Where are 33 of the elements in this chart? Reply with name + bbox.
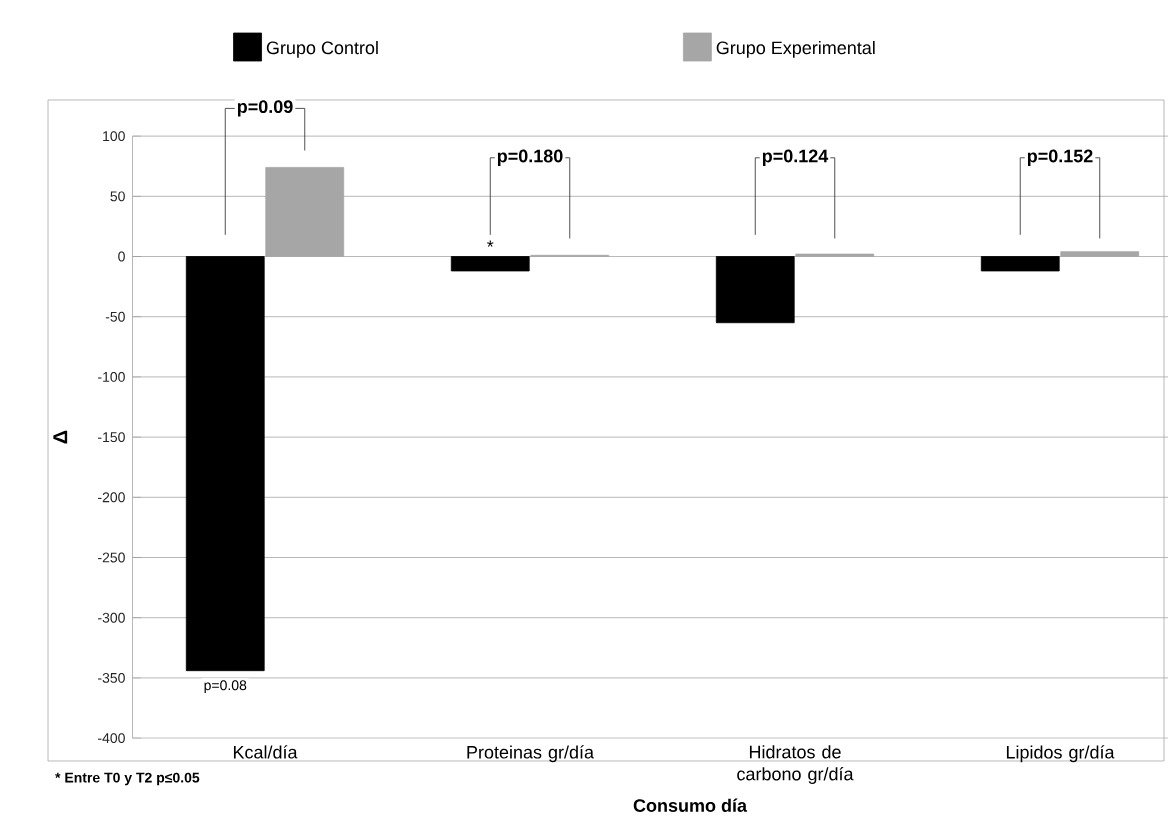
y-tick-label: -250 [98, 552, 125, 563]
annotation: p=0.08 [204, 680, 247, 693]
y-tick-label: -50 [105, 311, 125, 322]
bar [265, 167, 345, 257]
legend-label: Grupo Experimental [716, 40, 875, 58]
y-tick-label: -300 [98, 612, 125, 623]
bar [795, 253, 875, 257]
y-tick-label: 50 [110, 191, 125, 202]
x-axis-title: Consumo día [633, 798, 748, 812]
legend-label: Grupo Control [266, 40, 378, 58]
annotation: p=0.124 [762, 149, 829, 166]
y-tick-label: -350 [98, 672, 125, 683]
x-tick-label: Kcal/día [233, 745, 298, 759]
annotation: p=0.152 [1027, 149, 1093, 166]
y-tick-label: -200 [98, 492, 125, 503]
bar [980, 256, 1060, 272]
x-tick-label: Lipidos gr/día [1006, 745, 1115, 763]
annotation: p=0.180 [497, 149, 563, 166]
y-tick-label: -100 [98, 371, 125, 382]
bar [715, 256, 795, 324]
x-tick-label: Proteinas gr/día [467, 745, 595, 763]
y-tick-label: 100 [103, 131, 125, 142]
bar [185, 256, 265, 672]
annotation: * [487, 240, 494, 247]
x-tick-label: Hidratos de carbono gr/día [737, 745, 854, 784]
y-tick-label: 0 [118, 251, 125, 262]
y-axis-title: Δ [53, 430, 68, 444]
y-tick-label: -150 [98, 432, 125, 443]
text: * Entre T0 y T2 p≤0.05 [55, 772, 200, 786]
y-tick-label: -400 [98, 733, 125, 744]
bar [1060, 251, 1140, 257]
bar [450, 256, 530, 272]
text: p=0.09 [237, 100, 293, 117]
